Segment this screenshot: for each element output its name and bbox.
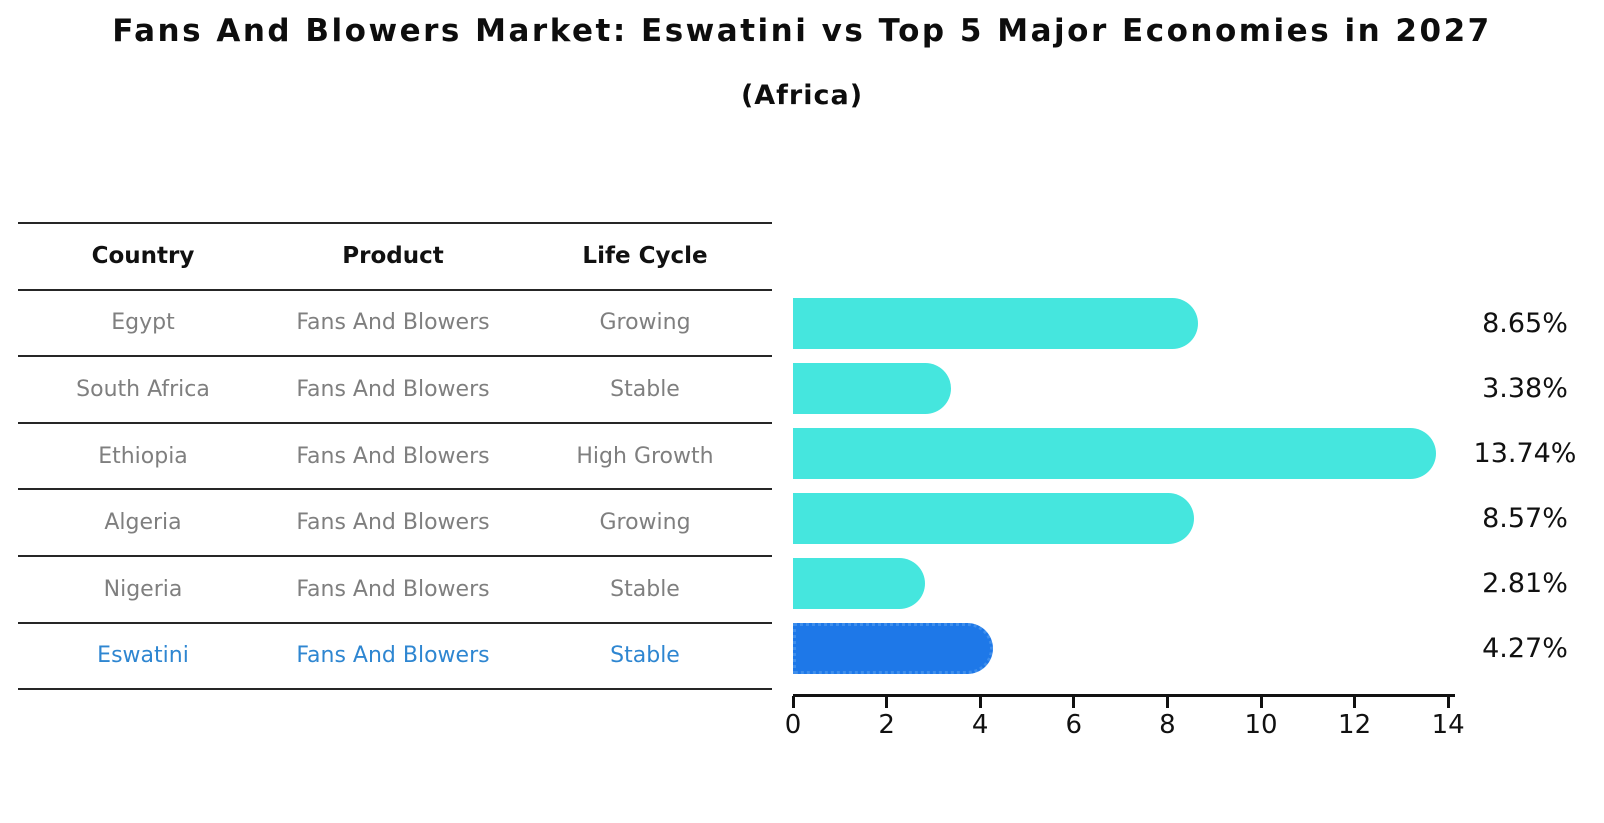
x-axis-tick-label: 14 bbox=[1431, 710, 1465, 740]
table-row: Eswatini Fans And Blowers Stable bbox=[18, 624, 772, 691]
table-cell-life-cycle: High Growth bbox=[576, 443, 714, 469]
x-axis-tick-label: 12 bbox=[1338, 710, 1372, 740]
table-row: South Africa Fans And Blowers Stable bbox=[18, 357, 772, 424]
value-label: 13.74% bbox=[1473, 438, 1577, 469]
table-cell-product: Fans And Blowers bbox=[296, 376, 490, 402]
table-cell-life-cycle: Stable bbox=[610, 376, 680, 402]
x-axis-tick bbox=[1446, 696, 1450, 708]
table-row: Algeria Fans And Blowers Growing bbox=[18, 490, 772, 557]
table-header-life-cycle: Life Cycle bbox=[582, 243, 708, 270]
x-axis-tick-label: 2 bbox=[878, 710, 895, 740]
table-cell-country: Ethiopia bbox=[98, 443, 188, 469]
x-axis-tick-label: 6 bbox=[1065, 710, 1083, 740]
bar-egypt bbox=[793, 298, 1198, 349]
chart-subtitle: (Africa) bbox=[740, 80, 864, 111]
table-cell-country: Eswatini bbox=[97, 643, 189, 669]
value-label: 3.38% bbox=[1482, 373, 1568, 404]
table-cell-product: Fans And Blowers bbox=[296, 510, 490, 536]
table-cell-product: Fans And Blowers bbox=[296, 443, 490, 469]
table-row: Egypt Fans And Blowers Growing bbox=[18, 291, 772, 358]
table-cell-product: Fans And Blowers bbox=[296, 643, 490, 669]
x-axis-tick-label: 4 bbox=[971, 710, 989, 740]
table-cell-country: Nigeria bbox=[103, 576, 183, 602]
chart-title: Fans And Blowers Market: Eswatini vs Top… bbox=[112, 13, 1492, 49]
x-axis-tick-label: 0 bbox=[784, 710, 802, 740]
table-cell-product: Fans And Blowers bbox=[296, 310, 490, 336]
value-label: 8.57% bbox=[1482, 503, 1568, 534]
table-body: Egypt Fans And Blowers Growing South Africa… bbox=[18, 291, 772, 691]
table-cell-country: Algeria bbox=[104, 510, 182, 536]
table-cell-country: Egypt bbox=[111, 310, 175, 336]
x-axis-tick bbox=[1165, 696, 1169, 708]
table-header-product: Product bbox=[342, 243, 444, 270]
table-cell-life-cycle: Growing bbox=[599, 510, 691, 536]
bar-ethiopia bbox=[793, 428, 1437, 479]
country-table: Country Product Life Cycle Egypt Fans And… bbox=[18, 222, 772, 691]
bar-algeria bbox=[793, 493, 1195, 544]
value-label: 8.65% bbox=[1482, 308, 1568, 339]
x-axis-tick bbox=[1072, 696, 1076, 708]
bar-chart: 8.65% 3.38% 13.74% 8.57% 2.81% 4.27% 0 2 4 6 8 10 12… bbox=[785, 298, 1603, 758]
x-axis-tick bbox=[1259, 696, 1263, 708]
x-axis-tick bbox=[978, 696, 982, 708]
x-axis-tick bbox=[1353, 696, 1357, 708]
value-label: 2.81% bbox=[1482, 568, 1568, 599]
table-cell-life-cycle: Growing bbox=[599, 310, 691, 336]
bar-south-africa bbox=[793, 363, 952, 414]
value-label: 4.27% bbox=[1482, 633, 1568, 664]
x-axis-tick bbox=[791, 696, 795, 708]
bar-eswatini-highlight bbox=[793, 623, 993, 674]
table-cell-life-cycle: Stable bbox=[610, 576, 680, 602]
table-row: Ethiopia Fans And Blowers High Growth bbox=[18, 424, 772, 491]
bar-nigeria bbox=[793, 558, 925, 609]
table-cell-country: South Africa bbox=[76, 376, 210, 402]
table-cell-product: Fans And Blowers bbox=[296, 576, 490, 602]
table-cell-life-cycle: Stable bbox=[610, 643, 680, 669]
table-header-row: Country Product Life Cycle bbox=[18, 224, 772, 291]
x-axis-tick-label: 8 bbox=[1159, 710, 1176, 740]
x-axis-tick-label: 10 bbox=[1244, 710, 1278, 740]
table-header-country: Country bbox=[91, 243, 195, 270]
x-axis-tick bbox=[885, 696, 889, 708]
table-row: Nigeria Fans And Blowers Stable bbox=[18, 557, 772, 624]
x-axis-line bbox=[793, 694, 1455, 697]
